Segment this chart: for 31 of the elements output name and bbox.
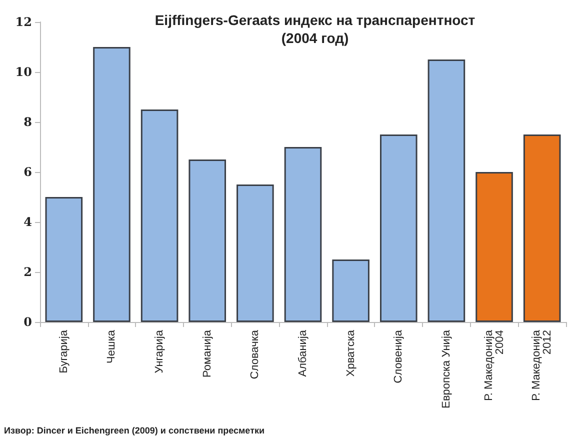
chart-title: Eijffingers-Geraats индекс на транспарентност (2004 год) [154, 12, 476, 46]
x-tick-label: Бугарија [58, 329, 70, 374]
bar [332, 260, 370, 322]
bar [45, 197, 83, 322]
y-tick-label: 8 [24, 115, 32, 129]
y-tick-label: 4 [24, 215, 32, 229]
y-tick-label: 12 [15, 15, 32, 29]
y-tick-label: 2 [24, 265, 32, 279]
bar [523, 134, 561, 322]
x-tick-label: Хрватска [344, 329, 357, 377]
x-tick-label: Р. Македонија 2004 [482, 329, 506, 401]
bar [93, 47, 130, 322]
bar [284, 147, 322, 322]
x-tick-label: Албанија [297, 329, 309, 377]
y-tick-label: 0 [24, 315, 32, 329]
x-tick-label: Р. Македонија 2012 [530, 329, 554, 401]
text: Извор: Dincer и Eichengreen (2009) и сопствени пресметки [4, 426, 265, 436]
x-tick-label: Унгарија [154, 329, 166, 374]
bar [188, 160, 226, 322]
bar [428, 60, 466, 322]
x-tick-label: Словенија [392, 329, 405, 384]
x-tick-label: Европска Унија [440, 329, 452, 408]
x-tick-label: Чешка [106, 329, 118, 364]
bar [140, 110, 178, 322]
bar [380, 134, 418, 322]
x-tick-label: Романија [201, 329, 214, 378]
bar [236, 184, 274, 322]
x-tick-label: Словачка [249, 329, 262, 380]
y-tick-label: 6 [24, 165, 32, 179]
bar [476, 172, 513, 322]
y-tick-label: 10 [15, 65, 32, 79]
